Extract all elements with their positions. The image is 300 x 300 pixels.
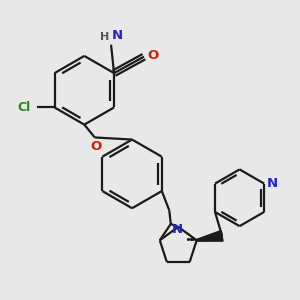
Text: H: H <box>100 32 110 42</box>
Text: Cl: Cl <box>17 101 31 114</box>
Text: N: N <box>171 223 182 236</box>
Text: N: N <box>112 29 123 42</box>
Polygon shape <box>196 230 223 241</box>
Text: O: O <box>148 49 159 62</box>
Text: N: N <box>267 177 278 190</box>
Text: O: O <box>91 140 102 152</box>
